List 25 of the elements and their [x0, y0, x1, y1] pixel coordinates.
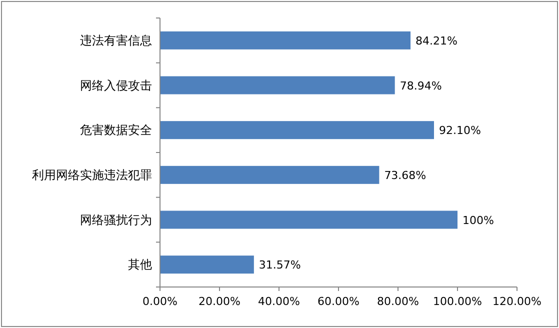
- x-tick-label: 20.00%: [198, 295, 240, 308]
- y-tick-label: 网络入侵攻击: [80, 78, 152, 92]
- bar: [160, 76, 395, 94]
- y-tick-label: 利用网络实施违法犯罪: [32, 168, 152, 182]
- bar: [160, 210, 458, 229]
- y-tick-label: 其他: [128, 258, 152, 272]
- x-tick-label: 80.00%: [377, 295, 419, 308]
- data-label: 84.21%: [416, 34, 458, 48]
- y-tick-label: 危害数据安全: [80, 123, 152, 138]
- data-label: 31.57%: [258, 258, 301, 272]
- x-tick-label: 0.00%: [142, 295, 178, 308]
- x-tick-label: 40.00%: [258, 295, 300, 308]
- y-tick-label: 违法有害信息: [80, 33, 152, 48]
- bar: [160, 31, 411, 50]
- bar: [160, 121, 434, 140]
- bar: [160, 166, 380, 184]
- y-tick-label: 网络骚扰行为: [80, 212, 152, 227]
- data-label: 100%: [462, 214, 494, 227]
- x-tick-label: 100.00%: [433, 295, 482, 308]
- data-label: 78.94%: [400, 79, 442, 92]
- data-label: 73.68%: [384, 168, 426, 182]
- x-tick-label: 60.00%: [318, 295, 360, 308]
- x-tick-label: 120.00%: [492, 295, 542, 308]
- data-label: 92.10%: [438, 124, 481, 138]
- bar: [160, 256, 254, 274]
